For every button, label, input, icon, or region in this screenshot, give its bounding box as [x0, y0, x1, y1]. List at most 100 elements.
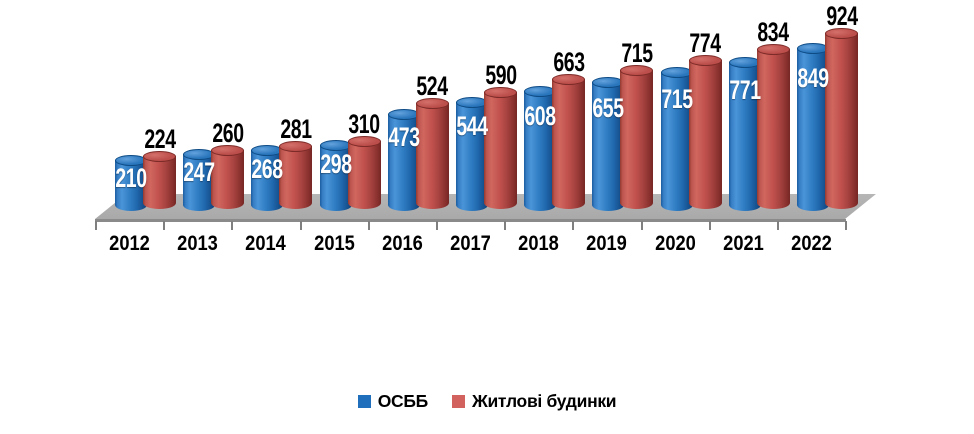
- cylinder-osbb-2013: [183, 148, 216, 211]
- value-label-zhytlovi-2017: 590: [484, 59, 517, 90]
- cylinder-body: [143, 155, 176, 209]
- cylinder-body: [484, 91, 517, 209]
- legend-swatch-zhytlovi-budynky: [451, 394, 465, 408]
- axis-tick: [299, 221, 302, 230]
- value-label-osbb-2022: 849: [797, 62, 829, 93]
- cylinder-body: [415, 103, 449, 209]
- cylinder-body: [552, 78, 586, 209]
- value-label-zhytlovi-2022: 924: [825, 1, 858, 32]
- cylinder-top-cap: [347, 135, 381, 147]
- cylinder-body: [825, 33, 858, 209]
- cylinder-zhytlovi-2020: [688, 54, 722, 209]
- cylinder-body: [756, 49, 790, 209]
- legend: ОСББ Житлові будинки: [0, 390, 974, 412]
- legend-label-zhytlovi-budynky: Житлові будинки: [471, 390, 617, 411]
- value-label-zhytlovi-2021: 834: [757, 17, 790, 48]
- value-label-zhytlovi-2012: 224: [143, 123, 176, 154]
- category-label-2018: 2018: [518, 232, 560, 255]
- cylinder-osbb-2021: [728, 57, 761, 211]
- category-label-2021: 2021: [722, 232, 764, 255]
- cylinder-osbb-2020: [660, 66, 693, 211]
- cylinder-zhytlovi-2015: [347, 135, 381, 209]
- category-label-2016: 2016: [381, 232, 423, 255]
- cylinder-body: [251, 150, 284, 211]
- cylinder-top-cap: [211, 144, 245, 156]
- cylinder-body: [620, 69, 654, 209]
- axis-tick: [436, 221, 438, 230]
- category-label-2022: 2022: [791, 232, 832, 255]
- cylinder-osbb-2012: [115, 155, 147, 211]
- legend-label-osbb: ОСББ: [377, 390, 429, 411]
- cylinder-body: [387, 114, 420, 211]
- axis-tick: [845, 221, 848, 230]
- cylinder-body: [660, 71, 693, 211]
- value-label-osbb-2012: 210: [115, 163, 147, 194]
- cylinder-body: [115, 160, 147, 211]
- cylinder-top-cap: [756, 44, 790, 56]
- category-label-2020: 2020: [654, 232, 696, 255]
- value-label-osbb-2016: 473: [388, 121, 420, 152]
- cylinder-top-cap: [279, 140, 313, 152]
- cylinder-body: [183, 153, 216, 211]
- cylinder-osbb-2019: [592, 77, 625, 211]
- value-label-osbb-2021: 771: [729, 74, 761, 105]
- cylinder-body: [279, 145, 313, 209]
- category-label-2019: 2019: [586, 232, 628, 255]
- cylinder-zhytlovi-2022: [825, 28, 858, 209]
- cylinder-body: [347, 140, 381, 209]
- cylinder-zhytlovi-2013: [211, 144, 245, 209]
- legend-item-osbb: ОСББ: [357, 390, 429, 412]
- axis-tick: [163, 221, 166, 230]
- axis-tick: [504, 221, 507, 230]
- cylinder-zhytlovi-2018: [552, 73, 586, 209]
- value-label-zhytlovi-2015: 310: [348, 108, 380, 139]
- cylinder-top-cap: [143, 150, 176, 162]
- axis-tick: [95, 221, 97, 230]
- value-label-osbb-2018: 608: [524, 100, 557, 131]
- cylinder-zhytlovi-2014: [279, 140, 313, 209]
- cylinder-top-cap: [825, 28, 858, 40]
- cylinder-zhytlovi-2012: [143, 150, 176, 209]
- cylinder-osbb-2015: [319, 139, 352, 211]
- value-label-zhytlovi-2014: 281: [280, 113, 312, 144]
- cylinder-osbb-2017: [456, 96, 488, 211]
- cylinder-zhytlovi-2021: [756, 44, 790, 209]
- value-label-osbb-2015: 298: [319, 149, 352, 180]
- axis-tick: [572, 221, 575, 230]
- cylinder-body: [688, 59, 722, 209]
- value-label-osbb-2013: 247: [183, 157, 216, 188]
- cylinder-top-cap: [688, 54, 722, 66]
- cylinder-body: [211, 149, 245, 209]
- cylinder-body: [728, 62, 761, 211]
- cylinder-top-cap: [620, 64, 654, 76]
- cylinder-body: [319, 144, 352, 211]
- cylinder-osbb-2018: [524, 85, 557, 211]
- category-label-2013: 2013: [177, 232, 219, 255]
- value-label-zhytlovi-2016: 524: [416, 71, 449, 102]
- axis-tick: [640, 221, 643, 230]
- cylinder-body: [456, 101, 488, 211]
- cylinder-top-cap: [415, 98, 449, 110]
- category-label-2012: 2012: [109, 232, 150, 255]
- axis-tick: [708, 221, 711, 230]
- axis-tick: [367, 221, 370, 230]
- cylinder-body: [592, 82, 625, 211]
- value-label-osbb-2014: 268: [251, 154, 284, 185]
- value-label-osbb-2019: 655: [592, 93, 625, 124]
- legend-swatch-osbb: [357, 394, 371, 408]
- category-label-2014: 2014: [245, 232, 287, 255]
- cylinder-top-cap: [552, 73, 586, 85]
- value-label-zhytlovi-2018: 663: [553, 46, 585, 77]
- axis-tick: [777, 221, 779, 230]
- legend-item-zhytlovi-budynky: Житлові будинки: [451, 390, 617, 412]
- category-label-2017: 2017: [450, 232, 491, 255]
- cylinder-osbb-2014: [251, 145, 284, 211]
- cylinder-body: [524, 90, 557, 211]
- cylinder-zhytlovi-2019: [620, 64, 654, 209]
- category-label-2015: 2015: [313, 232, 355, 255]
- x-axis-line: [95, 219, 846, 222]
- value-label-zhytlovi-2013: 260: [212, 117, 244, 148]
- cylinder-osbb-2016: [387, 109, 420, 211]
